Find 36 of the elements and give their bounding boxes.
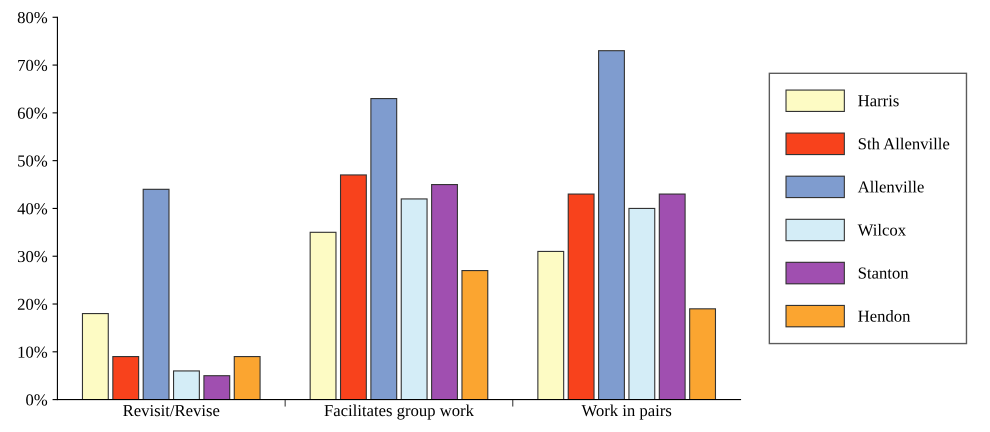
bar xyxy=(689,308,716,400)
bar xyxy=(568,194,595,400)
bar xyxy=(234,356,261,400)
legend-label: Allenville xyxy=(858,180,924,193)
bar xyxy=(537,250,564,400)
x-tick-label: Work in pairs xyxy=(582,404,672,420)
legend-label: Hendon xyxy=(858,310,910,322)
bar xyxy=(82,313,109,400)
y-tick-label: 80% xyxy=(18,12,48,24)
bar xyxy=(461,270,488,400)
y-tick-label: 50% xyxy=(18,155,48,167)
bar xyxy=(628,208,656,400)
x-tick-label: Facilitates group work xyxy=(324,404,474,420)
y-tick-label: 70% xyxy=(18,60,48,72)
bar xyxy=(203,375,230,400)
bar xyxy=(310,232,337,400)
bar xyxy=(370,98,398,400)
y-tick-label: 10% xyxy=(18,346,48,358)
y-tick-label: 20% xyxy=(18,298,48,310)
bar xyxy=(172,370,200,400)
legend-label: Wilcox xyxy=(858,224,906,236)
x-tick-label: Revisit/Revise xyxy=(123,404,220,416)
bar xyxy=(400,198,428,400)
y-tick-label: 60% xyxy=(18,108,48,119)
bar xyxy=(598,50,625,400)
legend-label: Stanton xyxy=(858,267,908,279)
bar xyxy=(142,188,170,400)
y-tick-label: 30% xyxy=(18,250,48,262)
bar xyxy=(431,184,458,400)
y-tick-label: 0% xyxy=(26,394,48,406)
y-tick-label: 40% xyxy=(17,203,48,214)
bar xyxy=(340,174,367,400)
bar xyxy=(112,356,140,400)
legend-label: Sth Allenville xyxy=(858,138,950,150)
legend-label: Harris xyxy=(858,95,899,106)
bar xyxy=(658,194,686,400)
